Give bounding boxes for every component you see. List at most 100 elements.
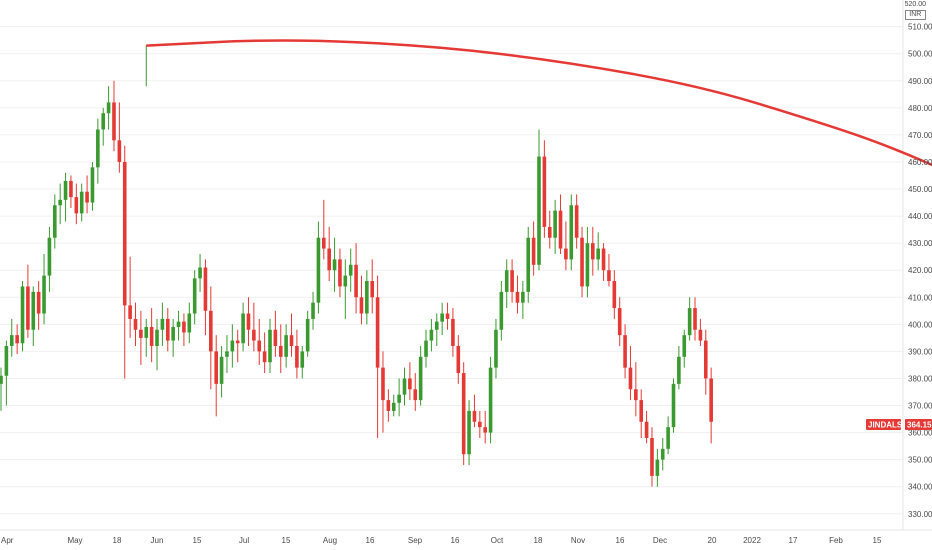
candle <box>20 281 25 352</box>
candle-body <box>198 267 202 279</box>
candle-body <box>262 351 267 363</box>
candle-body <box>596 248 600 260</box>
candle <box>160 302 165 346</box>
candle <box>246 297 251 346</box>
candle-body <box>305 318 310 352</box>
candle-body <box>693 308 697 330</box>
candle <box>703 329 708 395</box>
candle <box>424 329 428 368</box>
candle <box>467 400 471 466</box>
candle-body <box>574 205 579 238</box>
candle <box>343 259 348 319</box>
candle <box>192 270 197 325</box>
candle-body <box>149 327 154 346</box>
candle <box>709 367 713 444</box>
candle <box>607 253 611 287</box>
candle <box>171 318 175 357</box>
candle <box>235 329 240 363</box>
candle-body <box>601 248 606 271</box>
candle <box>79 183 84 222</box>
candle <box>268 318 272 374</box>
candle <box>165 308 170 352</box>
candle-body <box>343 275 348 287</box>
y-tick-label: 400.00 <box>908 320 932 329</box>
candle <box>671 378 676 433</box>
candle <box>537 129 541 271</box>
x-tick-label: 16 <box>451 536 460 545</box>
x-tick-label: Oct <box>491 536 504 545</box>
candle <box>521 281 525 319</box>
candle-body <box>209 310 213 352</box>
x-tick-label: 16 <box>366 536 375 545</box>
candle <box>31 286 36 346</box>
candle-body <box>461 373 466 455</box>
candle-body <box>429 329 434 341</box>
candle <box>456 335 461 384</box>
candle <box>327 226 331 282</box>
candle-body <box>74 197 79 214</box>
x-tick-label: Dec <box>653 536 667 545</box>
candle <box>472 394 477 428</box>
candle <box>219 345 224 398</box>
candle-body <box>418 356 423 401</box>
candle <box>488 356 493 444</box>
candle <box>198 253 202 292</box>
candle <box>666 416 670 455</box>
x-tick-label: 2022 <box>743 536 761 545</box>
candle-body <box>42 275 46 314</box>
candle <box>300 345 305 379</box>
y-tick-label: 450.00 <box>908 185 932 194</box>
x-tick-label: Sep <box>408 536 423 545</box>
candle-body <box>408 378 412 390</box>
trend-arc[interactable] <box>146 39 932 536</box>
grid-lines <box>0 26 903 515</box>
candle <box>381 351 385 433</box>
candle <box>504 259 509 309</box>
candle <box>36 281 41 330</box>
candle <box>418 345 423 406</box>
candle-body <box>144 327 149 338</box>
candle-body <box>252 329 256 341</box>
candle-body <box>445 313 450 319</box>
candle-body <box>53 205 57 238</box>
x-tick-label: 18 <box>113 536 122 545</box>
y-tick-label: 490.00 <box>908 77 932 86</box>
candle-body <box>316 237 321 303</box>
candle-body <box>687 308 692 336</box>
candle-body <box>472 410 477 422</box>
candle <box>96 118 100 184</box>
candle <box>0 367 3 411</box>
last-price-marker: JINDALSTEL 364.15 <box>866 419 932 430</box>
x-tick-label: 20 <box>708 536 717 545</box>
candle <box>634 362 638 417</box>
candle <box>262 332 267 374</box>
candle-body <box>375 297 380 368</box>
candle <box>230 324 235 368</box>
candle <box>531 221 536 276</box>
candle <box>289 313 294 357</box>
candle-body <box>607 270 611 282</box>
candle-body <box>709 378 713 422</box>
x-tick-label: 18 <box>534 536 543 545</box>
candle-body <box>564 248 568 260</box>
candle-body <box>547 226 552 238</box>
candle <box>623 324 627 379</box>
candle-body <box>273 329 278 346</box>
candle-body <box>703 340 708 379</box>
currency-unit[interactable]: INR <box>904 10 926 20</box>
candle <box>429 318 434 352</box>
candle <box>397 378 401 417</box>
candle <box>687 297 692 341</box>
candle <box>677 345 681 390</box>
candle-body <box>542 156 547 227</box>
candle-body <box>96 129 100 168</box>
y-tick-label: 360.00 <box>908 429 932 438</box>
candle-body <box>4 345 9 376</box>
candle-body <box>569 205 574 260</box>
x-tick-label: 15 <box>282 536 291 545</box>
candle-body <box>521 291 525 303</box>
candle <box>569 194 574 271</box>
candle <box>311 291 315 330</box>
candle <box>176 310 181 341</box>
